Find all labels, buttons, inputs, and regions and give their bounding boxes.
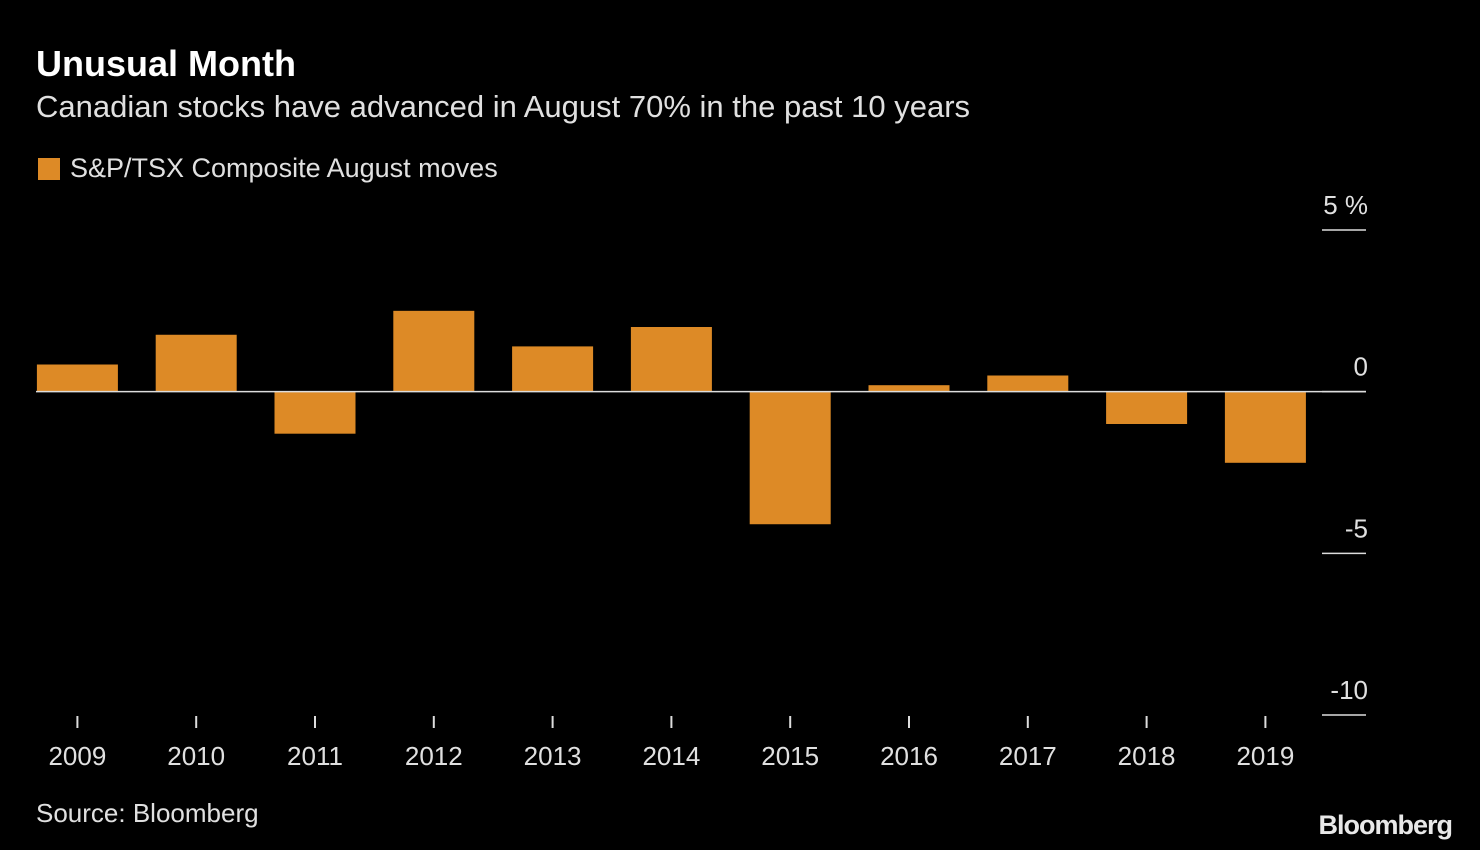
x-tick-label: 2014 <box>642 741 700 771</box>
y-tick-label: 5 % <box>1323 190 1368 220</box>
bar <box>274 391 356 434</box>
x-tick-label: 2016 <box>880 741 938 771</box>
y-tick-label: -5 <box>1345 513 1368 543</box>
bar <box>36 364 118 392</box>
bar <box>1224 391 1306 463</box>
legend-label: S&P/TSX Composite August moves <box>70 153 498 183</box>
y-tick-label: -10 <box>1330 675 1368 705</box>
bar <box>393 310 475 392</box>
bar <box>749 391 831 525</box>
x-tick-label: 2019 <box>1236 741 1294 771</box>
x-tick-label: 2010 <box>167 741 225 771</box>
chart-subtitle: Canadian stocks have advanced in August … <box>36 89 970 124</box>
logo: Bloomberg <box>1318 810 1452 840</box>
chart-title: Unusual Month <box>36 43 296 84</box>
legend-swatch <box>38 158 60 180</box>
x-tick-label: 2013 <box>524 741 582 771</box>
bar <box>630 327 712 392</box>
bar <box>512 346 594 392</box>
x-tick-label: 2012 <box>405 741 463 771</box>
bar <box>1106 391 1188 424</box>
source: Source: Bloomberg <box>36 798 259 828</box>
x-tick-label: 2009 <box>48 741 106 771</box>
bar <box>155 334 237 392</box>
bar <box>868 385 950 392</box>
y-tick-label: 0 <box>1354 352 1368 382</box>
x-tick-label: 2018 <box>1118 741 1176 771</box>
x-tick-label: 2011 <box>287 741 343 771</box>
x-tick-label: 2015 <box>761 741 819 771</box>
x-tick-label: 2017 <box>999 741 1057 771</box>
bar <box>987 375 1069 392</box>
